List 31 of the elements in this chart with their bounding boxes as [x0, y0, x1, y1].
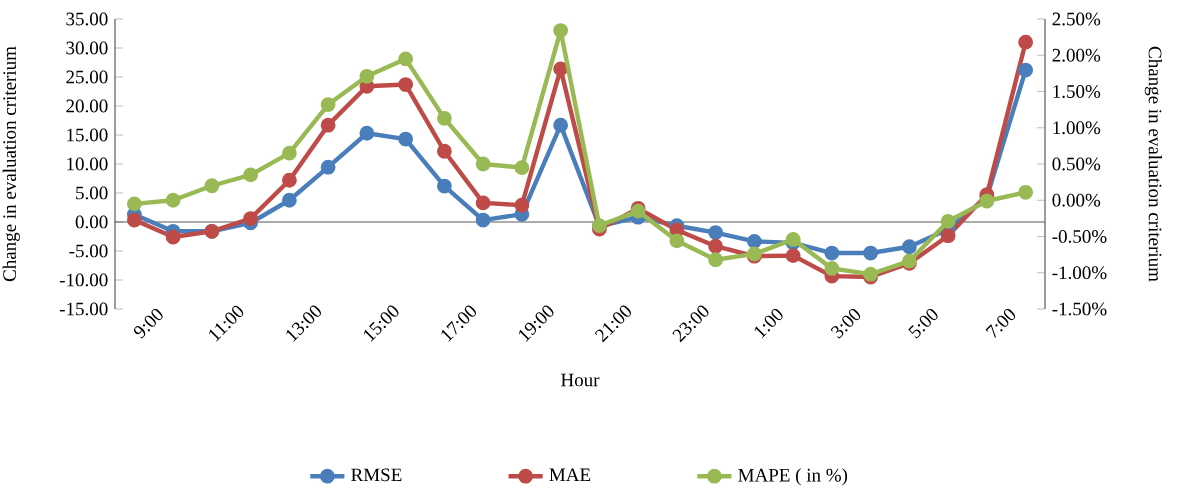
- y2-tick-label: 1.00%: [1053, 121, 1101, 135]
- y2-tick-label: 1.50%: [1053, 85, 1101, 98]
- x-tick-label: 3:00: [830, 308, 861, 339]
- x-tick-label: 7:00: [985, 308, 1016, 338]
- x-tick-label: 9:00: [133, 308, 163, 339]
- legend-label: MAE: [549, 468, 591, 482]
- y2-tick-label: 2.50%: [1052, 12, 1101, 26]
- x-tick-label: 5:00: [908, 308, 938, 339]
- y-tick-label: 25.00: [66, 70, 108, 84]
- y-tick-label: 35.00: [66, 12, 108, 26]
- y-tick-label: 5.00: [76, 186, 108, 200]
- y-tick-label: -15.00: [59, 302, 108, 316]
- y-tick-label: -10.00: [59, 273, 108, 287]
- y2-tick-label: 0.50%: [1052, 157, 1101, 171]
- y2-axis-title: Change in evaluation criterium: [1144, 46, 1163, 282]
- y2-tick-label: 2.00%: [1052, 48, 1101, 62]
- y2-tick-label: -1.50%: [1052, 302, 1107, 316]
- x-axis-title: Hour: [561, 373, 600, 387]
- legend-label: RMSE: [351, 468, 402, 482]
- y2-tick-label: 0.00%: [1052, 193, 1101, 207]
- y-axis-title: Change in evaluation criterium: [2, 46, 20, 282]
- y-tick-label: 30.00: [66, 41, 108, 55]
- x-tick-label: 1:00: [754, 308, 783, 339]
- y-tick-label: 15.00: [67, 128, 108, 142]
- y-tick-label: -5.00: [69, 244, 108, 258]
- y2-tick-label: -1.00%: [1052, 266, 1107, 280]
- y-tick-label: 20.00: [66, 99, 108, 113]
- y2-tick-label: -0.50%: [1052, 230, 1107, 243]
- y-tick-label: 10.00: [67, 157, 108, 171]
- legend-label: MAPE ( in %): [738, 468, 848, 486]
- y-tick-label: 0.00: [75, 215, 108, 229]
